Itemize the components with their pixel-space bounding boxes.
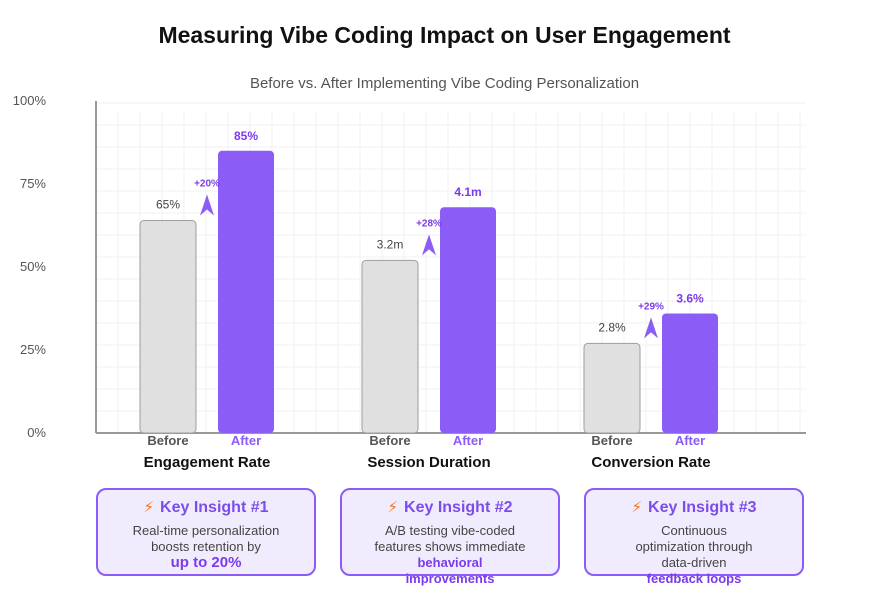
category-label: Session Duration	[367, 454, 490, 471]
lightning-bolt-icon: ⚡	[387, 499, 399, 516]
bar-before	[583, 342, 641, 434]
value-label-before: 2.8%	[598, 320, 626, 334]
y-tick-label: 75%	[20, 176, 46, 191]
insight-title: Key Insight #2	[404, 499, 513, 516]
bar-before	[361, 259, 419, 434]
y-tick-label: 50%	[20, 259, 46, 274]
insight-title: Key Insight #1	[160, 499, 269, 516]
lightning-bolt-icon: ⚡	[631, 499, 643, 516]
change-label: +20%	[194, 179, 220, 190]
bar-after	[218, 150, 274, 434]
y-tick-label: 100%	[13, 93, 47, 108]
bar-label-before: Before	[591, 433, 632, 448]
labels: 0% 25% 50% 75% 100% 65% 85% +20% Before After Enga…	[13, 93, 711, 471]
insight-card-2: ⚡ Key Insight #2 A/B testing vibe-coded f…	[340, 488, 560, 586]
insight-highlight: up to 20%	[170, 554, 242, 571]
chart-title: Measuring Vibe Coding Impact on User Eng…	[158, 22, 731, 48]
chart-subtitle: Before vs. After Implementing Vibe Codin…	[249, 75, 640, 92]
bars	[139, 150, 718, 434]
change-label: +29%	[638, 301, 664, 312]
bar-label-after: After	[231, 433, 261, 448]
value-label-before: 3.2m	[377, 237, 404, 251]
bar-after	[662, 313, 718, 433]
bar-chart: 0% 25% 50% 75% 100% 65% 85% +20% Before After Enga…	[13, 93, 806, 471]
category-label: Conversion Rate	[591, 454, 710, 471]
increase-arrow-icon	[422, 234, 436, 256]
insight-highlight: behavioral improvements	[405, 555, 495, 586]
insight-text: A/B testing vibe-coded features shows im…	[374, 523, 526, 554]
lightning-bolt-icon: ⚡	[143, 499, 155, 516]
insight-title: Key Insight #3	[648, 499, 757, 516]
bar-label-before: Before	[369, 433, 410, 448]
increase-arrow-icon	[200, 194, 214, 216]
bar-label-after: After	[675, 433, 705, 448]
value-label-after: 4.1m	[454, 185, 481, 199]
value-label-after: 85%	[234, 129, 258, 143]
change-label: +28%	[416, 218, 442, 229]
bar-after	[440, 207, 496, 433]
insight-highlight: feedback loops	[646, 571, 742, 586]
bar-before	[139, 220, 197, 434]
bar-label-after: After	[453, 433, 483, 448]
value-label-before: 65%	[156, 198, 180, 212]
increase-arrow-icon	[644, 317, 658, 339]
category-label: Engagement Rate	[144, 454, 271, 471]
value-label-after: 3.6%	[676, 291, 704, 305]
y-tick-label: 0%	[27, 425, 46, 440]
insight-card-3: ⚡ Key Insight #3 Continuous optimization …	[584, 488, 804, 586]
y-tick-label: 25%	[20, 342, 46, 357]
bar-label-before: Before	[147, 433, 188, 448]
insight-text: Real-time personalization boosts retenti…	[132, 523, 280, 554]
insight-text: Continuous optimization through data-dri…	[635, 523, 753, 570]
insight-card-1: ⚡ Key Insight #1 Real-time personalizatio…	[96, 488, 316, 576]
